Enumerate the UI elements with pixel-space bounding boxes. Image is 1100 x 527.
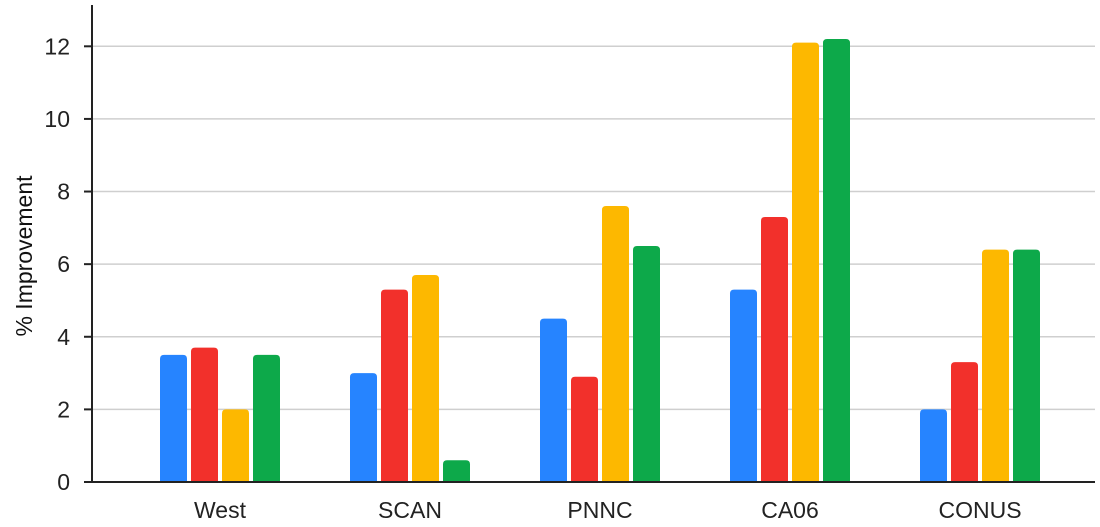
y-tick-label: 6 [57,251,70,277]
bar-pnnc-series-2 [571,376,598,482]
y-tick-labels: 0 2 4 6 8 10 12 [44,33,92,495]
bar-west-series-2 [191,347,218,482]
bars [160,39,1040,483]
bar-scan-series-1 [350,373,377,482]
bar-west-series-1 [160,354,187,482]
bar-ca06-series-4 [823,39,850,483]
y-tick-label: 10 [44,106,70,132]
y-axis-title: % Improvement [11,175,37,337]
bar-pnnc-series-4 [633,246,660,482]
bar-scan-series-3 [412,275,439,482]
y-tick-label: 2 [57,396,70,422]
bar-ca06-series-3 [792,42,819,483]
x-category-labels: West SCAN PNNC CA06 CONUS [194,497,1022,523]
axes [91,5,1095,483]
bar-ca06-series-1 [730,289,757,482]
bar-conus-series-4 [1013,249,1040,482]
y-tick-label: 12 [44,33,70,59]
bar-ca06-series-2 [761,216,788,482]
x-category-label: CA06 [761,497,819,523]
x-category-label: CONUS [938,497,1021,523]
y-tick-label: 8 [57,179,70,205]
bar-conus-series-1 [920,409,947,482]
y-tick-label: 0 [57,469,70,495]
bar-conus-series-2 [951,362,978,482]
y-tick-label: 4 [57,324,70,350]
bar-pnnc-series-3 [602,206,629,483]
bar-scan-series-4 [443,460,470,482]
bar-conus-series-3 [982,249,1009,482]
x-category-label: West [194,497,247,523]
x-category-label: PNNC [567,497,632,523]
gridlines [92,45,1095,411]
bar-west-series-3 [222,409,249,482]
x-category-label: SCAN [378,497,442,523]
bar-scan-series-2 [381,289,408,482]
bar-west-series-4 [253,354,280,482]
bar-pnnc-series-1 [540,318,567,482]
